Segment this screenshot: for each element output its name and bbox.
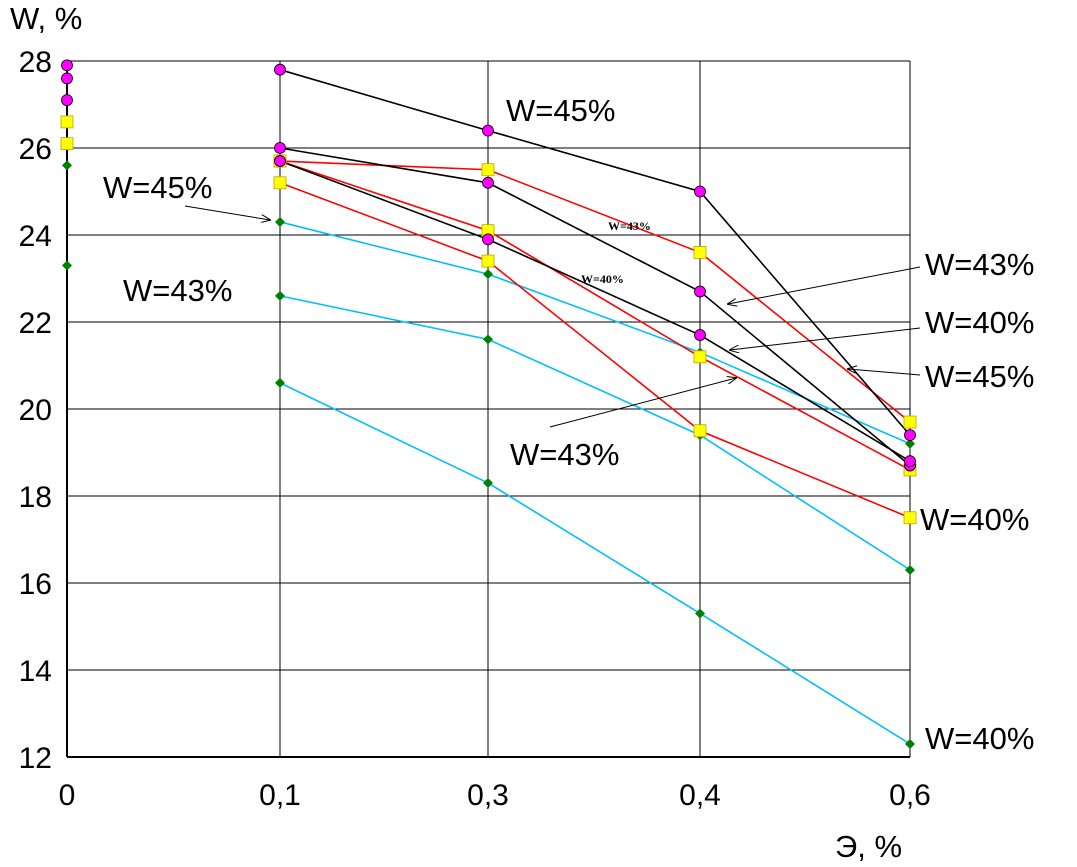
x-axis-label: Э, % [835, 829, 902, 864]
diamond-marker [483, 334, 493, 345]
series-line [279, 147, 911, 467]
tick-labels: 12 14 16 18 20 22 24 26 28 0 0,1 0,3 0,4 0,6 [19, 46, 931, 812]
diamond-marker [483, 477, 493, 488]
diamond-marker [695, 608, 705, 619]
annotation-label: W=45% [103, 170, 212, 205]
x-tick-label: 0,4 [679, 779, 721, 812]
annotation-arrow [848, 369, 921, 376]
square-marker [693, 245, 707, 259]
series-markers [60, 59, 917, 749]
series-line [279, 382, 911, 745]
y-tick-label: 24 [19, 220, 52, 253]
circle-marker [274, 63, 286, 76]
annotation-label: W=45% [925, 359, 1034, 394]
y-tick-label: 16 [19, 568, 52, 601]
annotations: W=45% W=45% W=43% W=43% W=40% W=43% W=40% W=45%… [103, 93, 1034, 756]
square-marker [481, 254, 495, 268]
annotation-label: W=40% [920, 502, 1029, 537]
square-marker [60, 115, 74, 129]
axes [66, 61, 910, 758]
y-tick-label: 12 [19, 742, 52, 775]
y-tick-label: 22 [19, 307, 52, 340]
diamond-marker [905, 438, 915, 449]
y-tick-label: 20 [19, 394, 52, 427]
diamond-marker [905, 564, 915, 575]
series-lines [279, 68, 911, 745]
x-tick-label: 0,6 [889, 779, 931, 812]
x-tick-label: 0,3 [467, 779, 509, 812]
annotation-label: W=40% [925, 305, 1034, 340]
diamond-marker [483, 269, 493, 280]
circle-marker [482, 124, 494, 137]
diamond-marker [62, 260, 72, 271]
annotation-label: W=43% [510, 437, 619, 472]
annotation-arrow [728, 266, 921, 304]
annotation-label: W=43% [925, 247, 1034, 282]
y-tick-label: 28 [19, 46, 52, 79]
diamond-marker [275, 290, 285, 301]
annotation-label: W=43% [123, 273, 232, 308]
circle-marker [904, 429, 916, 442]
annotation-arrow [730, 327, 921, 350]
annotation-label: W=45% [506, 93, 615, 128]
square-marker [273, 176, 287, 190]
circle-marker [61, 72, 73, 85]
x-tick-label: 0,1 [259, 779, 301, 812]
annotation-label: W=43% [608, 219, 651, 233]
circle-marker [694, 285, 706, 298]
circle-marker [274, 155, 286, 167]
circle-marker [694, 329, 706, 341]
series-line [279, 68, 911, 436]
diamond-marker [905, 738, 915, 749]
annotation-label: W=40% [925, 721, 1034, 756]
square-marker [60, 137, 74, 151]
series-line [279, 160, 911, 423]
annotation-arrow [549, 378, 736, 428]
circle-marker [482, 176, 494, 189]
square-marker [481, 163, 495, 177]
annotation-arrow [184, 205, 270, 220]
annotation-label: W=40% [581, 272, 624, 286]
square-marker [693, 350, 707, 364]
series-line [279, 160, 911, 462]
series-line [279, 160, 911, 471]
y-tick-label: 18 [19, 481, 52, 514]
y-axis-label: W, % [10, 1, 82, 36]
x-tick-label: 0 [59, 779, 76, 812]
circle-marker [904, 455, 916, 468]
square-marker [903, 511, 917, 525]
circle-marker [482, 233, 494, 246]
circle-marker [61, 59, 73, 72]
series-line [279, 295, 911, 571]
circle-marker [694, 185, 706, 198]
series-line [279, 221, 911, 445]
series-line [279, 182, 911, 519]
diamond-marker [62, 160, 72, 171]
circle-marker [61, 94, 73, 107]
y-tick-label: 26 [19, 133, 52, 166]
square-marker [903, 415, 917, 429]
diamond-marker [275, 216, 285, 227]
square-marker [693, 424, 707, 438]
y-tick-label: 14 [19, 655, 52, 688]
diamond-marker [275, 377, 285, 388]
circle-marker [274, 142, 286, 154]
